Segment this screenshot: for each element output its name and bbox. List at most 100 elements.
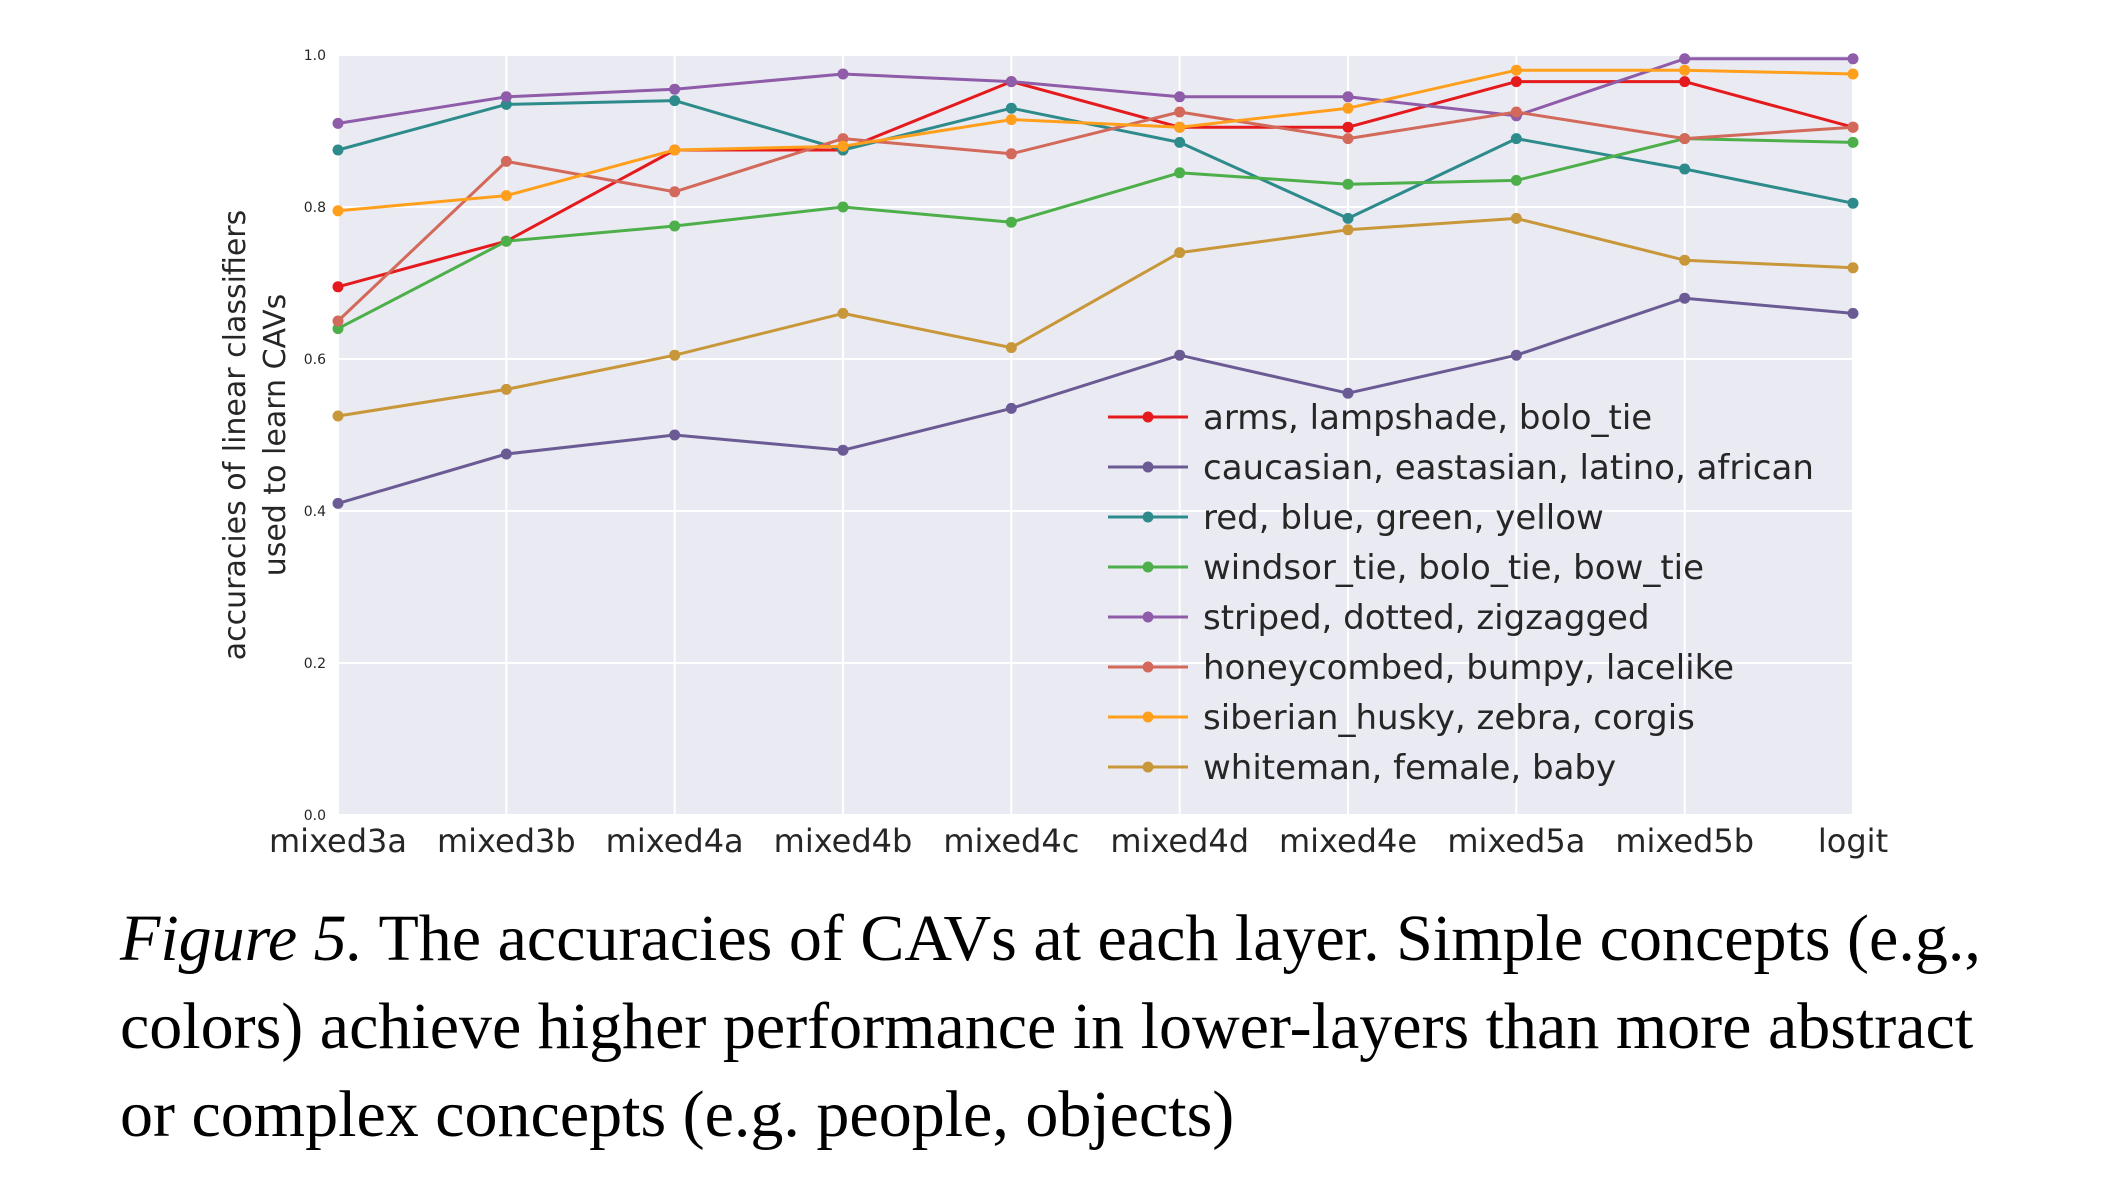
x-tick-label: mixed4e bbox=[1279, 822, 1417, 860]
data-point bbox=[1174, 136, 1186, 148]
legend-item: arms, lampshade, bolo_tie bbox=[1108, 398, 1652, 438]
data-point bbox=[837, 307, 849, 319]
series-group bbox=[332, 53, 1859, 509]
data-point bbox=[837, 444, 849, 456]
data-point bbox=[332, 205, 344, 217]
data-point bbox=[669, 349, 681, 361]
legend-swatch-marker bbox=[1142, 661, 1154, 673]
data-point bbox=[1342, 102, 1354, 114]
data-point bbox=[1510, 133, 1522, 145]
data-point bbox=[1847, 121, 1859, 133]
y-tick-label: 0.6 bbox=[304, 352, 326, 368]
x-tick-label: mixed4b bbox=[774, 822, 913, 860]
grid-lines bbox=[337, 54, 1854, 816]
data-point bbox=[332, 323, 344, 335]
data-point bbox=[500, 235, 512, 247]
legend-swatch-marker bbox=[1142, 611, 1154, 623]
legend-label: whiteman, female, baby bbox=[1203, 748, 1616, 788]
data-point bbox=[500, 190, 512, 202]
data-point bbox=[1342, 121, 1354, 133]
plot-background bbox=[338, 55, 1853, 815]
data-point bbox=[1847, 53, 1859, 65]
data-point bbox=[332, 117, 344, 129]
y-axis-label-line: used to learn CAVs bbox=[258, 294, 293, 577]
data-point bbox=[669, 186, 681, 198]
data-point bbox=[1679, 133, 1691, 145]
data-point bbox=[332, 410, 344, 422]
data-point bbox=[669, 144, 681, 156]
data-point bbox=[669, 95, 681, 107]
series-line bbox=[337, 57, 1853, 125]
x-tick-label: mixed5b bbox=[1615, 822, 1754, 860]
data-point bbox=[1847, 307, 1859, 319]
data-point bbox=[500, 98, 512, 110]
data-point bbox=[837, 201, 849, 213]
data-point bbox=[1005, 148, 1017, 160]
legend-swatch-marker bbox=[1142, 511, 1154, 523]
legend-swatch-marker bbox=[1142, 561, 1154, 573]
data-point bbox=[669, 429, 681, 441]
data-point bbox=[332, 144, 344, 156]
legend-label: striped, dotted, zigzagged bbox=[1203, 598, 1650, 638]
legend-item: honeycombed, bumpy, lacelike bbox=[1108, 648, 1734, 688]
legend-label: red, blue, green, yellow bbox=[1203, 498, 1604, 538]
data-point bbox=[1174, 247, 1186, 259]
x-tick-label: mixed4c bbox=[943, 822, 1079, 860]
series-line bbox=[337, 216, 1854, 418]
legend-item: whiteman, female, baby bbox=[1108, 748, 1616, 788]
data-point bbox=[1174, 167, 1186, 179]
x-tick-label: mixed4a bbox=[606, 822, 744, 860]
series bbox=[332, 106, 1859, 327]
data-point bbox=[837, 133, 849, 145]
data-point bbox=[332, 315, 344, 327]
series bbox=[332, 292, 1859, 509]
data-point bbox=[1174, 121, 1186, 133]
x-tick-label: mixed5a bbox=[1447, 822, 1585, 860]
data-point bbox=[837, 140, 849, 152]
data-point bbox=[500, 155, 512, 167]
legend-label: caucasian, eastasian, latino, african bbox=[1203, 448, 1814, 488]
legend-label: arms, lampshade, bolo_tie bbox=[1203, 398, 1652, 438]
legend-label: honeycombed, bumpy, lacelike bbox=[1203, 648, 1734, 688]
data-point bbox=[1679, 292, 1691, 304]
data-point bbox=[500, 383, 512, 395]
y-tick-labels: 0.0 0.2 0.4 0.6 0.8 1.0 bbox=[304, 48, 326, 824]
data-point bbox=[837, 68, 849, 80]
x-tick-labels: mixed3a mixed3b mixed4a mixed4b mixed4c mixed… bbox=[269, 822, 1888, 860]
data-point bbox=[1342, 91, 1354, 103]
data-point bbox=[1679, 254, 1691, 266]
data-point bbox=[1510, 106, 1522, 118]
series-line bbox=[337, 68, 1854, 213]
data-point bbox=[1510, 64, 1522, 76]
data-point bbox=[1847, 197, 1859, 209]
legend-item: caucasian, eastasian, latino, african bbox=[1108, 448, 1814, 488]
legend-item: red, blue, green, yellow bbox=[1108, 498, 1604, 538]
series bbox=[332, 212, 1859, 422]
data-point bbox=[1510, 212, 1522, 224]
data-point bbox=[1847, 262, 1859, 274]
series bbox=[332, 64, 1859, 217]
series-line bbox=[337, 296, 1854, 505]
legend-swatch-marker bbox=[1142, 411, 1154, 423]
y-tick-label: 0.4 bbox=[304, 504, 326, 520]
caption-label: Figure 5. bbox=[120, 902, 364, 975]
y-tick-label: 1.0 bbox=[304, 48, 326, 64]
data-point bbox=[500, 91, 512, 103]
caption-text: The accuracies of CAVs at each layer. Si… bbox=[120, 902, 1981, 1151]
x-tick-label: mixed3a bbox=[269, 822, 407, 860]
y-tick-label: 0.8 bbox=[304, 200, 326, 216]
chart-area: 0.0 0.2 0.4 0.6 0.8 1.0 mixed3a mixed3b mixed4a… bbox=[218, 48, 1888, 860]
data-point bbox=[1510, 174, 1522, 186]
line-chart: 0.0 0.2 0.4 0.6 0.8 1.0 mixed3a mixed3b mixed4a… bbox=[218, 48, 1888, 860]
data-point bbox=[500, 448, 512, 460]
data-point bbox=[1510, 349, 1522, 361]
data-point bbox=[332, 281, 344, 293]
data-point bbox=[1174, 106, 1186, 118]
data-point bbox=[1005, 102, 1017, 114]
data-point bbox=[1005, 114, 1017, 126]
data-point bbox=[1679, 163, 1691, 175]
data-point bbox=[1005, 402, 1017, 414]
series-line bbox=[337, 137, 1854, 330]
data-point bbox=[1005, 216, 1017, 228]
data-point bbox=[1342, 387, 1354, 399]
